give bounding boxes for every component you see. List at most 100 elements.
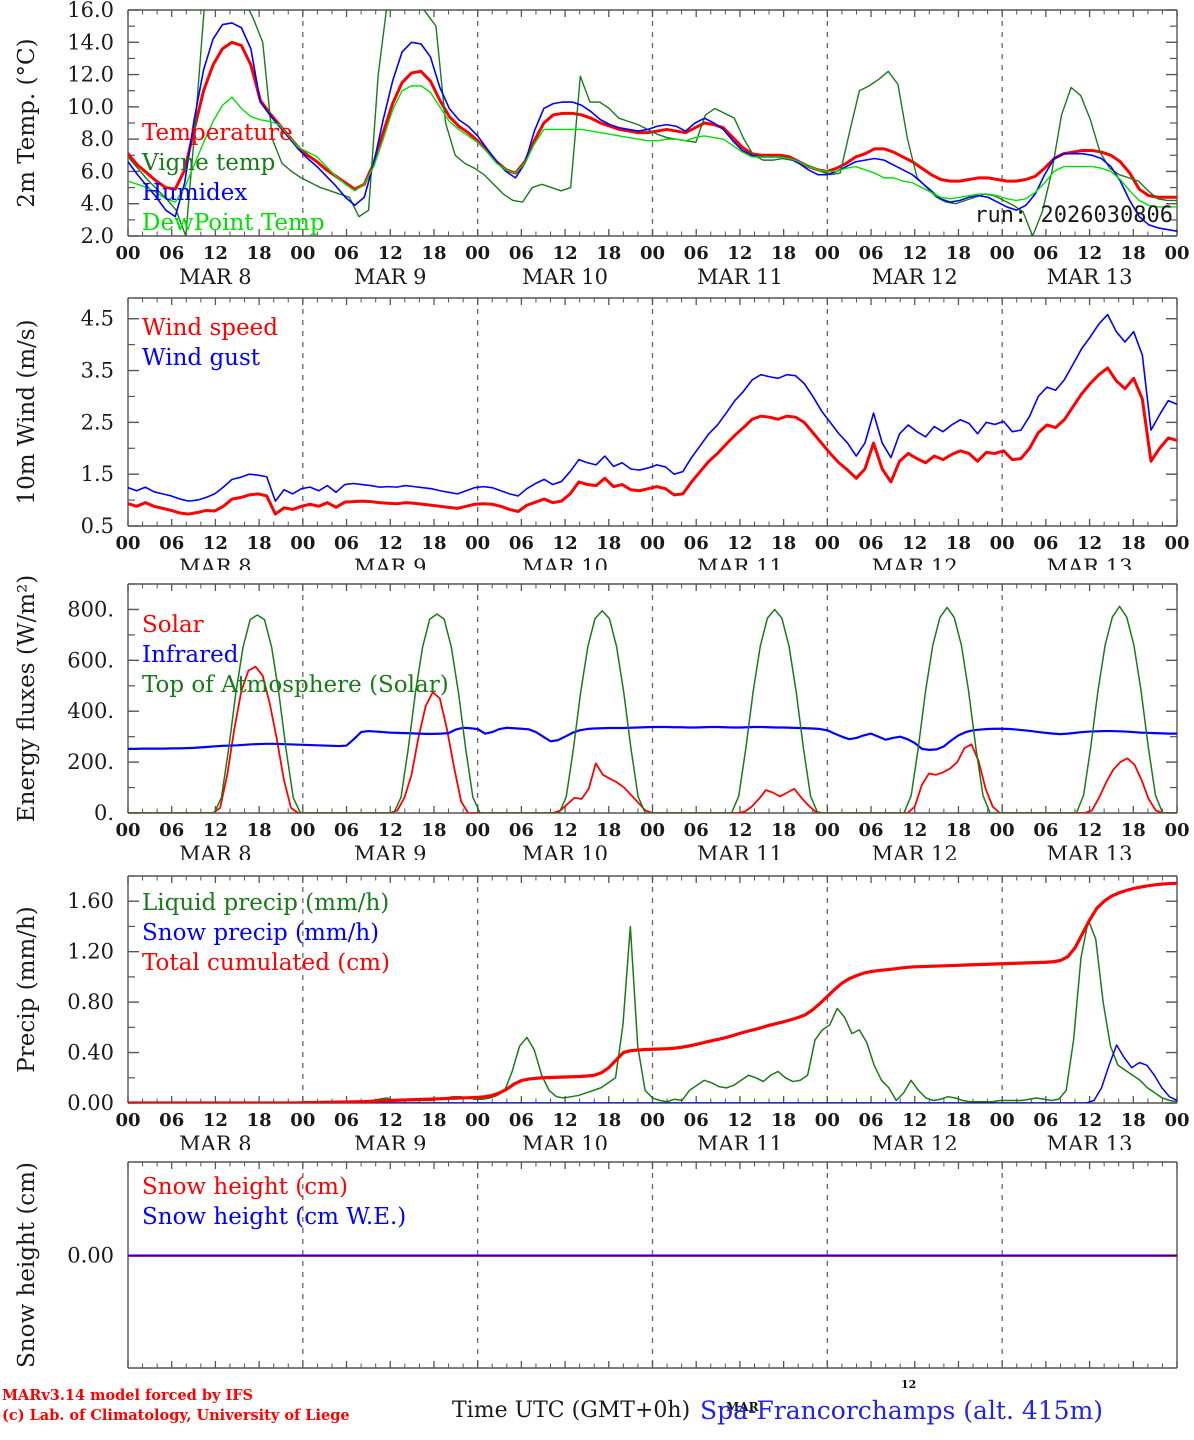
x-tick-hour: 00 [465, 533, 490, 554]
y-tick-label: 0.5 [81, 514, 114, 538]
x-tick-day: MAR 13 [1047, 842, 1133, 860]
x-tick-hour: 18 [771, 533, 796, 554]
y-tick-label: 1.60 [67, 889, 114, 913]
x-tick-hour: 06 [334, 1110, 359, 1131]
x-tick-hour: 00 [115, 243, 140, 264]
legend-label-temperature: Temperature [142, 120, 293, 146]
x-tick-day: MAR 11 [697, 555, 783, 570]
x-tick-hour: 12 [727, 533, 752, 554]
x-tick-hour: 18 [247, 533, 272, 554]
x-tick-hour: 12 [1077, 820, 1102, 841]
legend-label-snow-precip-mm-h: Snow precip (mm/h) [142, 920, 379, 946]
chart-panel-wind: 0.5 1.5 2.5 3.5 4.5 10m Wind (m/s) Wind speed W… [0, 290, 1194, 570]
x-tick-hour: 18 [247, 820, 272, 841]
x-tick-day: MAR 8 [179, 842, 252, 860]
x-tick-hour: 06 [1033, 533, 1058, 554]
x-tick-hour: 06 [334, 243, 359, 264]
x-tick-hour: 06 [159, 533, 184, 554]
x-tick-hour: 18 [596, 820, 621, 841]
legend-label-liquid-precip-mm-h: Liquid precip (mm/h) [142, 890, 389, 916]
series-line-total-cumulated-cm [128, 881, 1177, 1103]
x-tick-day: MAR 11 [697, 842, 783, 860]
bottom-axis-tick-mar: MAR [726, 1400, 759, 1414]
x-tick-day: MAR 10 [522, 265, 608, 289]
x-tick-hour: 18 [596, 243, 621, 264]
x-tick-day: MAR 10 [522, 555, 608, 570]
x-tick-hour: 12 [902, 820, 927, 841]
x-tick-hour: 18 [596, 1110, 621, 1131]
y-tick-label: 12.0 [67, 63, 114, 87]
x-tick-day: MAR 12 [872, 555, 958, 570]
y-tick-label: 6.0 [81, 159, 114, 183]
y-tick-label: 3.5 [81, 359, 114, 383]
time-axis-label: Time UTC (GMT+0h) [452, 1398, 691, 1423]
x-tick-hour: 00 [290, 243, 315, 264]
x-tick-hour: 06 [159, 1110, 184, 1131]
x-tick-hour: 00 [1164, 820, 1189, 841]
legend-label-snow-height-cm: Snow height (cm) [142, 1174, 348, 1200]
x-tick-hour: 00 [815, 820, 840, 841]
x-tick-hour: 00 [990, 1110, 1015, 1131]
x-tick-hour: 18 [421, 533, 446, 554]
y-tick-label: 600. [67, 648, 114, 672]
legend-label-wind-speed: Wind speed [142, 315, 278, 341]
x-tick-hour: 00 [1164, 243, 1189, 264]
x-tick-day: MAR 11 [697, 265, 783, 289]
x-tick-hour: 00 [290, 820, 315, 841]
y-tick-label: 400. [67, 699, 114, 723]
legend-label-solar: Solar [142, 612, 204, 638]
x-tick-hour: 12 [378, 243, 403, 264]
plot-energy_fluxes: 0. 200. 400. 600. 800. Energy fluxes (W/m²) So… [14, 575, 1190, 860]
x-tick-hour: 00 [465, 243, 490, 264]
x-tick-day: MAR 10 [522, 1132, 608, 1150]
x-tick-hour: 06 [684, 1110, 709, 1131]
x-tick-day: MAR 10 [522, 842, 608, 860]
x-tick-hour: 18 [247, 1110, 272, 1131]
x-tick-hour: 00 [815, 1110, 840, 1131]
series-line-vigne-temp [128, 10, 1177, 236]
x-tick-hour: 00 [1164, 1110, 1189, 1131]
x-tick-hour: 18 [1121, 1110, 1146, 1131]
x-tick-hour: 00 [640, 533, 665, 554]
y-axis-label: Energy fluxes (W/m²) [14, 575, 40, 822]
legend-label-humidex: Humidex [142, 180, 247, 206]
x-tick-day: MAR 12 [872, 265, 958, 289]
y-axis-label: 10m Wind (m/s) [14, 319, 40, 504]
x-tick-hour: 12 [727, 243, 752, 264]
y-axis-label: Precip (mm/h) [14, 906, 40, 1072]
x-tick-hour: 12 [902, 243, 927, 264]
legend-label-infrared: Infrared [142, 642, 239, 668]
series-line-infrared [128, 725, 1177, 751]
x-tick-hour: 06 [509, 820, 534, 841]
legend-label-dewpoint-temp: DewPoint Temp [142, 210, 325, 236]
x-tick-day: MAR 8 [179, 1132, 252, 1150]
x-tick-hour: 06 [509, 533, 534, 554]
x-tick-hour: 18 [946, 820, 971, 841]
legend-label-snow-height-cm-w-e: Snow height (cm W.E.) [142, 1204, 406, 1230]
legend-label-wind-gust: Wind gust [142, 345, 261, 371]
x-tick-day: MAR 11 [697, 1132, 783, 1150]
y-tick-label: 8.0 [81, 127, 114, 151]
x-tick-hour: 18 [1121, 820, 1146, 841]
x-tick-hour: 06 [684, 243, 709, 264]
x-tick-day: MAR 9 [354, 1132, 427, 1150]
footer-lab-line: (c) Lab. of Climatology, University of L… [2, 1407, 350, 1424]
x-tick-day: MAR 9 [354, 555, 427, 570]
x-tick-hour: 18 [771, 1110, 796, 1131]
x-tick-hour: 06 [509, 243, 534, 264]
x-tick-hour: 18 [421, 243, 446, 264]
x-tick-hour: 00 [640, 820, 665, 841]
x-tick-hour: 12 [378, 820, 403, 841]
x-tick-hour: 00 [640, 243, 665, 264]
x-tick-hour: 06 [859, 820, 884, 841]
x-tick-hour: 12 [203, 533, 228, 554]
x-tick-day: MAR 9 [354, 265, 427, 289]
x-tick-hour: 00 [465, 1110, 490, 1131]
series-line-wind-speed [128, 366, 1177, 516]
x-tick-hour: 06 [509, 1110, 534, 1131]
x-tick-hour: 12 [553, 820, 578, 841]
x-tick-hour: 12 [727, 820, 752, 841]
y-tick-label: 10.0 [67, 95, 114, 119]
y-tick-label: 4.0 [81, 192, 114, 216]
series-line-dewpoint-temp [128, 85, 1177, 208]
